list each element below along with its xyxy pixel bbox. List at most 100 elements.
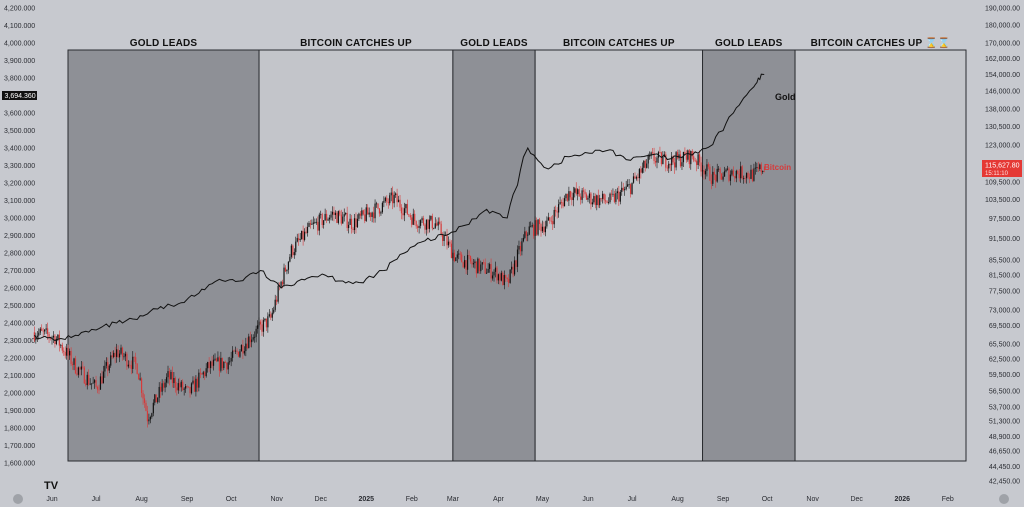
- btc-candle-body: [38, 332, 40, 336]
- left-axis-tick-label: 2,500.000: [4, 303, 35, 310]
- btc-candle-body: [198, 372, 200, 388]
- left-axis-tick-label: 2,000.000: [4, 391, 35, 398]
- btc-candle-body: [211, 361, 213, 366]
- btc-candle-body: [615, 193, 617, 202]
- btc-candle-body: [540, 224, 542, 232]
- gold-series-label: Gold: [775, 92, 796, 102]
- btc-candle-body: [703, 170, 705, 175]
- btc-candle-body: [726, 168, 729, 170]
- btc-candle-body: [525, 231, 527, 236]
- chart-settings-gear-icon[interactable]: [999, 494, 1009, 504]
- btc-candle-body: [298, 238, 300, 241]
- x-axis-tick-label: May: [536, 496, 550, 503]
- btc-candle-body: [108, 365, 110, 371]
- btc-candle-body: [89, 383, 91, 385]
- left-axis-tick-label: 3,800.000: [4, 76, 35, 83]
- btc-candle-body: [624, 189, 626, 191]
- btc-candle-body: [493, 271, 495, 276]
- right-axis-tick-label: 53,700.00: [989, 404, 1020, 411]
- btc-candle-body: [309, 223, 312, 225]
- btc-candle-body: [637, 177, 639, 179]
- btc-candle-body: [581, 190, 583, 200]
- right-axis-tick-label: 180,000.00: [985, 23, 1020, 30]
- btc-candle-body: [277, 285, 279, 302]
- right-axis-tick-label: 123,000.00: [985, 143, 1020, 150]
- btc-candle-body: [646, 163, 648, 168]
- btc-candle-body: [69, 350, 71, 356]
- btc-candle-body: [143, 398, 146, 403]
- btc-candle-body: [698, 154, 701, 163]
- btc-candle-body: [323, 220, 325, 225]
- btc-candle-body: [709, 166, 711, 181]
- btc-candle-body: [729, 174, 732, 181]
- btc-candle-body: [333, 211, 335, 216]
- btc-candle-body: [312, 222, 314, 224]
- btc-candle-body: [356, 218, 359, 228]
- btc-candle-body: [506, 278, 508, 280]
- btc-candle-body: [737, 170, 739, 174]
- btc-candle-body: [88, 374, 90, 385]
- btc-candle-body: [36, 335, 38, 338]
- btc-candle-body: [472, 263, 475, 265]
- btc-candle-body: [469, 255, 472, 262]
- btc-candle-body: [456, 254, 458, 258]
- btc-candle-body: [314, 222, 316, 223]
- btc-candle-body: [273, 309, 275, 313]
- btc-candle-body: [718, 168, 720, 170]
- btc-candle-body: [453, 252, 455, 262]
- btc-candle-body: [66, 347, 68, 356]
- btc-candle-body: [712, 171, 714, 184]
- btc-candle-body: [221, 357, 223, 369]
- btc-candle-body: [474, 261, 476, 264]
- left-axis-tick-label: 3,000.000: [4, 216, 35, 223]
- btc-candle-body: [120, 347, 122, 354]
- right-axis-tick-label: 130,500.00: [985, 124, 1020, 131]
- btc-candle-body: [660, 152, 663, 165]
- btc-candle-body: [85, 383, 87, 386]
- btc-candle-body: [743, 178, 745, 179]
- btc-candle-body: [139, 378, 141, 380]
- btc-candle-body: [224, 361, 226, 363]
- btc-candle-body: [459, 253, 461, 255]
- btc-candle-body: [146, 410, 149, 422]
- btc-candle-body: [475, 261, 477, 274]
- btc-candle-body: [121, 347, 124, 357]
- btc-candle-body: [653, 152, 655, 162]
- x-axis-tick-label: Sep: [717, 496, 730, 503]
- btc-candle-body: [538, 219, 541, 225]
- btc-candle-body: [359, 213, 361, 216]
- btc-candle-body: [563, 198, 566, 207]
- x-axis-tick-label: Jul: [628, 496, 637, 503]
- phase-region-3: [452, 49, 536, 462]
- btc-candle-body: [577, 189, 579, 195]
- btc-candle-body: [511, 266, 513, 270]
- btc-candle-body: [339, 211, 341, 215]
- timezone-settings-icon[interactable]: [13, 494, 23, 504]
- btc-candle-body: [212, 359, 215, 366]
- btc-candle-body: [665, 154, 667, 168]
- btc-candle-body: [596, 195, 598, 206]
- btc-candle-body: [555, 209, 557, 212]
- btc-candle-body: [619, 191, 621, 202]
- btc-candle-body: [259, 321, 262, 325]
- btc-candle-body: [284, 267, 287, 272]
- btc-candle-body: [750, 169, 752, 179]
- btc-price-badge-text: 115,627.80: [985, 163, 1020, 170]
- btc-candle-body: [591, 202, 593, 205]
- tradingview-logo[interactable]: TV: [44, 480, 59, 492]
- btc-candle-body: [634, 176, 636, 179]
- btc-candle-body: [295, 241, 297, 253]
- btc-candle-body: [688, 150, 690, 165]
- btc-candle-body: [424, 224, 426, 230]
- x-axis-tick-label: Aug: [135, 496, 148, 503]
- btc-candle-body: [533, 225, 535, 236]
- btc-candle-body: [255, 328, 257, 337]
- btc-candle-body: [756, 167, 758, 168]
- right-axis-tick-label: 97,500.00: [989, 216, 1020, 223]
- btc-candle-body: [305, 231, 307, 233]
- btc-candle-body: [202, 372, 204, 375]
- time-axis: Jun Jul Aug Sep Oct Nov Dec 2025 Feb Mar Apr May Jun…: [46, 496, 954, 503]
- btc-candle-body: [531, 225, 533, 227]
- btc-candle-body: [227, 362, 229, 370]
- btc-candle-body: [659, 152, 661, 153]
